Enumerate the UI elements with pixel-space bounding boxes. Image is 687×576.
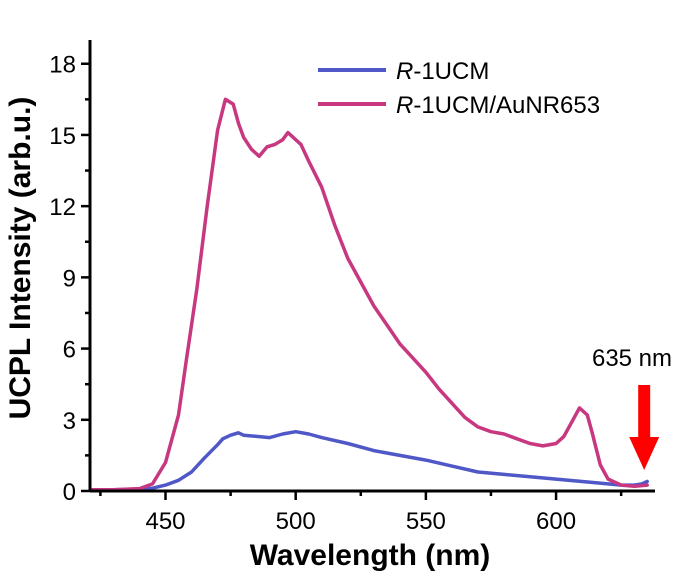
series-line-r1ucm [90, 429, 649, 492]
legend-label-r1ucm-rest: -1UCM [413, 58, 489, 85]
x-axis-title: Wavelength (nm) [250, 539, 491, 572]
y-tick-label: 6 [63, 337, 76, 364]
y-tick-label: 18 [49, 52, 76, 79]
series-line-r1ucm-aunr653 [90, 97, 649, 492]
tick-layer: 0 3 6 9 12 15 18 450 500 550 600 [49, 52, 623, 535]
legend: R-1UCM R-1UCM/AuNR653 [318, 58, 600, 119]
annotation-arrow-shaft [638, 385, 651, 437]
legend-label-r1ucm-aunr653-italic: R [396, 92, 413, 119]
x-tick-label: 450 [145, 508, 185, 535]
y-axis-title: UCPL Intensity (arb.u.) [4, 97, 37, 420]
legend-label-r1ucm-aunr653: R-1UCM/AuNR653 [396, 92, 600, 119]
annotation-arrow-head [629, 437, 660, 470]
x-tick-label: 500 [276, 508, 316, 535]
annotation-label: 635 nm [592, 345, 672, 372]
legend-label-r1ucm: R-1UCM [396, 58, 489, 85]
y-tick-label: 15 [49, 123, 76, 150]
y-tick-label: 3 [63, 408, 76, 435]
legend-label-r1ucm-italic: R [396, 58, 413, 85]
legend-label-r1ucm-aunr653-rest: -1UCM/AuNR653 [413, 92, 600, 119]
x-tick-label: 550 [406, 508, 446, 535]
axes [88, 40, 655, 493]
y-tick-label: 12 [49, 194, 76, 221]
series-layer [90, 97, 649, 492]
x-tick-label: 600 [536, 508, 576, 535]
y-tick-label: 9 [63, 265, 76, 292]
annotation-arrow [629, 385, 660, 470]
y-tick-label: 0 [63, 479, 76, 506]
